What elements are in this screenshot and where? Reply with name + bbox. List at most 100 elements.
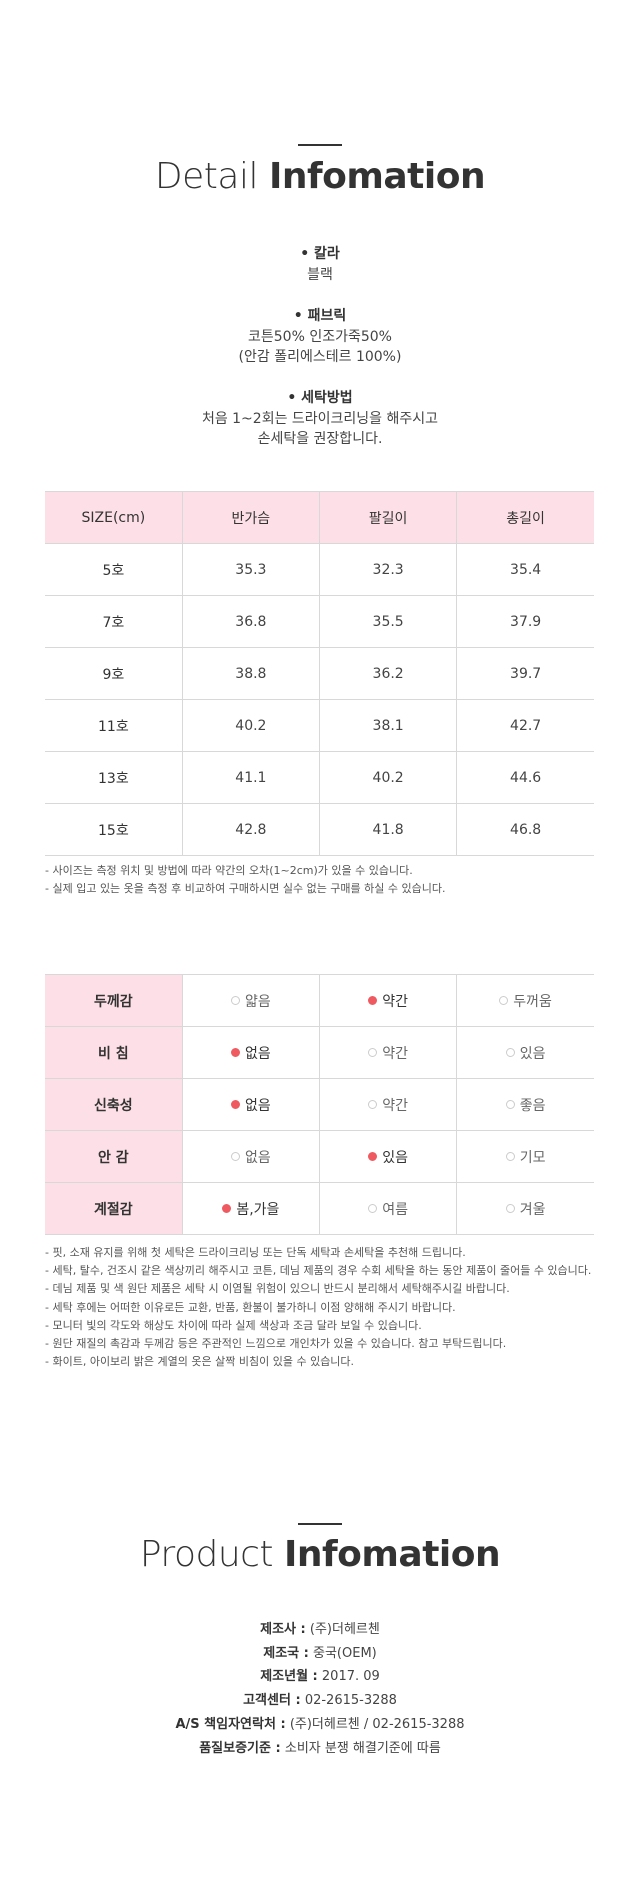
fit-option: 없음 (181, 1130, 320, 1183)
option-dot (230, 1047, 240, 1057)
item-label: 제조년월 : (260, 1669, 318, 1685)
size-cell: 41.1 (181, 751, 320, 804)
section-heading: • 세탁방법 (0, 387, 640, 407)
size-cell: 40.2 (181, 699, 320, 752)
fit-option: 여름 (318, 1182, 457, 1235)
fit-option: 있음 (456, 1026, 594, 1079)
header-cell: SIZE(cm) (45, 491, 183, 544)
option-dot (505, 1203, 515, 1213)
option-text: 두꺼움 (513, 993, 552, 1010)
product-item: 제조사 : (주)더헤르첸 (0, 1618, 640, 1637)
size-cell: 32.3 (318, 543, 457, 596)
option-text: 얇음 (244, 993, 271, 1010)
fit-label: 두께감 (45, 974, 183, 1027)
heading-text: 칼라 (314, 246, 340, 262)
header-cell: 반가슴 (181, 491, 320, 544)
size-cell: 35.4 (456, 543, 594, 596)
option-dot (230, 1151, 240, 1161)
fit-option: 약간 (318, 1026, 457, 1079)
option-dot (505, 1151, 515, 1161)
fit-option: 얇음 (181, 974, 320, 1027)
option-text: 약간 (382, 1097, 408, 1114)
product-item: 품질보증기준 : 소비자 분쟁 해결기준에 따름 (0, 1737, 640, 1756)
item-value: (주)더헤르첸 / 02-2615-3288 (289, 1716, 465, 1732)
fit-row: 비 침 없음 약간 있음 (45, 1026, 594, 1079)
size-cell: 38.8 (181, 647, 320, 700)
size-cell: 15호 (45, 803, 183, 856)
size-table: SIZE(cm) 반가슴 팔길이 총길이 5호 35.3 32.3 35.4 7호 36.8 35.… (45, 491, 594, 856)
option-dot (505, 1099, 515, 1109)
size-cell: 40.2 (318, 751, 457, 804)
fit-note: - 핏, 소재 유지를 위해 첫 세탁은 드라이크리닝 또는 단독 세탁과 손세… (45, 1246, 466, 1259)
size-cell: 42.7 (456, 699, 594, 752)
item-value: 2017. 09 (321, 1669, 380, 1685)
size-cell: 38.1 (318, 699, 457, 752)
section-line: 처음 1~2회는 드라이크리닝을 해주시고 (201, 411, 439, 427)
title-light: Detail (154, 156, 259, 197)
size-row: 7호 36.8 35.5 37.9 (45, 595, 594, 648)
header-cell: 팔길이 (318, 491, 457, 544)
fit-note: - 원단 재질의 촉감과 두께감 등은 주관적인 느낌으로 개인차가 있을 수 … (45, 1337, 507, 1350)
heading-text: 세탁방법 (301, 390, 353, 406)
title-bold: Infomation (268, 156, 486, 197)
fit-option: 좋음 (456, 1078, 594, 1131)
option-text: 봄,가을 (236, 1201, 280, 1218)
option-text: 기모 (519, 1149, 546, 1166)
title-bold: Infomation (284, 1534, 501, 1575)
fit-table: 두께감 얇음 약간 두꺼움 비 침 없음 약간 있음 신축성 없음 약간 좋음 안 감 없음 있음 기모 계절감… (45, 974, 594, 1235)
fit-option: 없음 (181, 1078, 320, 1131)
header-cell: 총길이 (456, 491, 594, 544)
size-cell: 41.8 (318, 803, 457, 856)
item-value: 중국(OEM) (313, 1645, 377, 1661)
detail-title: Detail Infomation (0, 156, 640, 197)
fit-option: 없음 (181, 1026, 320, 1079)
header-row: SIZE(cm) 반가슴 팔길이 총길이 (45, 491, 594, 544)
item-label: 제조국 : (263, 1645, 309, 1661)
size-cell: 35.3 (181, 543, 320, 596)
size-row: 5호 35.3 32.3 35.4 (45, 543, 594, 596)
option-text: 약간 (382, 1045, 408, 1062)
bullet: • (300, 246, 315, 262)
option-text: 없음 (244, 1045, 271, 1062)
size-note: - 사이즈는 측정 위치 및 방법에 따라 약간의 오차(1~2cm)가 있을 … (45, 864, 413, 877)
product-item: 고객센터 : 02-2615-3288 (0, 1689, 640, 1708)
option-dot (505, 1047, 515, 1057)
option-text: 있음 (519, 1045, 546, 1062)
fit-option: 약간 (318, 974, 457, 1027)
item-value: 소비자 분쟁 해결기준에 따름 (284, 1740, 441, 1756)
item-value: (주)더헤르첸 (309, 1622, 380, 1637)
fit-option: 두꺼움 (456, 974, 594, 1027)
fit-label: 비 침 (45, 1026, 183, 1079)
item-value: 02-2615-3288 (304, 1693, 397, 1709)
bullet: • (293, 308, 308, 324)
fit-note: - 데님 제품 및 색 원단 제품은 세탁 시 이염될 위험이 있으니 반드시 … (45, 1282, 510, 1296)
fit-option: 약간 (318, 1078, 457, 1131)
size-cell: 35.5 (318, 595, 457, 648)
fit-option: 있음 (318, 1130, 457, 1183)
size-row: 9호 38.8 36.2 39.7 (45, 647, 594, 700)
size-cell: 42.8 (181, 803, 320, 856)
section-line: 손세탁을 권장합니다. (257, 431, 383, 447)
size-row: 13호 41.1 40.2 44.6 (45, 751, 594, 804)
divider (298, 1523, 342, 1525)
option-text: 있음 (382, 1149, 408, 1166)
item-label: A/S 책임자연락처 : (175, 1716, 286, 1732)
size-cell: 37.9 (456, 595, 594, 648)
section-line: 블랙 (307, 267, 333, 283)
bullet: • (287, 390, 302, 406)
option-dot (222, 1203, 232, 1213)
fit-option: 기모 (456, 1130, 594, 1183)
divider (298, 144, 342, 146)
section-heading: • 칼라 (0, 243, 640, 263)
item-label: 고객센터 : (243, 1693, 301, 1709)
size-cell: 39.7 (456, 647, 594, 700)
section-line: 코튼50% 인조가죽50% (248, 329, 392, 345)
fit-row: 신축성 없음 약간 좋음 (45, 1078, 594, 1131)
fit-note: - 화이트, 아이보리 밝은 계열의 옷은 살짝 비침이 있을 수 있습니다. (45, 1355, 355, 1369)
size-cell: 36.8 (181, 595, 320, 648)
fit-option: 봄,가을 (181, 1182, 320, 1235)
option-dot (368, 1151, 378, 1161)
fit-note: - 세탁 후에는 어떠한 이유로든 교환, 반품, 환불이 불가하니 이점 양해… (45, 1300, 456, 1314)
size-note: - 실제 입고 있는 옷을 측정 후 비교하여 구매하시면 실수 없는 구매를 … (45, 882, 446, 895)
item-label: 품질보증기준 : (199, 1740, 281, 1756)
